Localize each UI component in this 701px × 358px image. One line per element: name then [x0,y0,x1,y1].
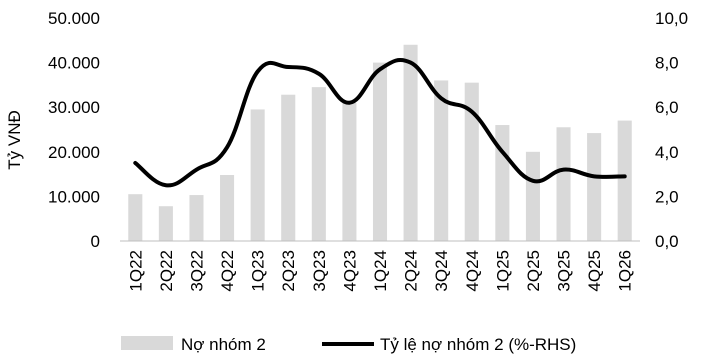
bar [311,87,326,241]
left-tick-label: 10.000 [48,187,100,206]
bar [342,102,357,242]
bar [158,206,173,241]
x-tick-label: 2Q22 [157,250,176,292]
left-tick-label: 0 [91,232,100,251]
bar [556,127,571,241]
left-tick-label: 40.000 [48,54,100,73]
x-tick-label: 4Q25 [585,250,604,292]
x-tick-label: 3Q22 [187,250,206,292]
bar [525,151,540,241]
legend-label-line: Tỷ lệ nợ nhóm 2 (%-RHS) [380,335,576,354]
legend-swatch-bar [121,336,173,350]
x-axis-tick-labels: 1Q22 2Q22 3Q22 4Q22 1Q23 2Q23 3Q23 4Q23 1Q24 2Q24… [126,250,634,292]
bar [403,44,418,242]
x-tick-label: 2Q24 [402,250,421,292]
x-tick-label: 4Q24 [463,250,482,292]
x-tick-label: 1Q26 [616,250,635,292]
right-tick-label: 2,0 [655,187,679,206]
left-tick-label: 30.000 [48,98,100,117]
bar [220,174,235,241]
right-tick-label: 10,0 [655,9,688,28]
right-tick-label: 0,0 [655,232,679,251]
x-tick-label: 1Q24 [371,250,390,292]
x-tick-label: 4Q22 [218,250,237,292]
x-tick-label: 4Q23 [340,250,359,292]
bar [617,120,632,241]
x-tick-label: 2Q23 [279,250,298,292]
bar [372,62,388,241]
bar [250,109,265,242]
bar [189,195,204,241]
bar [464,82,479,241]
x-tick-label: 3Q25 [555,250,574,292]
x-tick-label: 3Q24 [432,250,451,292]
right-tick-label: 4,0 [655,143,679,162]
right-axis-ticks: 0,0 2,0 4,0 6,0 8,0 10,0 [655,9,688,251]
left-axis-ticks: 0 10.000 20.000 30.000 40.000 50.000 [48,9,100,251]
line-series [133,58,627,188]
x-tick-label: 1Q25 [493,250,512,292]
left-tick-label: 20.000 [48,143,100,162]
x-tick-label: 1Q22 [126,250,145,292]
bar [587,133,602,241]
left-tick-label: 50.000 [48,9,100,28]
bar [281,94,296,241]
legend: Nợ nhóm 2 Tỷ lệ nợ nhóm 2 (%-RHS) [121,335,576,354]
bar-series [128,44,632,242]
right-tick-label: 8,0 [655,54,679,73]
y-axis-label: Tỷ VNĐ [5,110,24,170]
right-tick-label: 6,0 [655,98,679,117]
bar [434,80,449,241]
legend-label-bar: Nợ nhóm 2 [181,335,266,354]
bar [128,194,143,241]
x-tick-label: 3Q23 [310,250,329,292]
x-tick-label: 1Q23 [249,250,268,292]
x-tick-label: 2Q25 [524,250,543,292]
